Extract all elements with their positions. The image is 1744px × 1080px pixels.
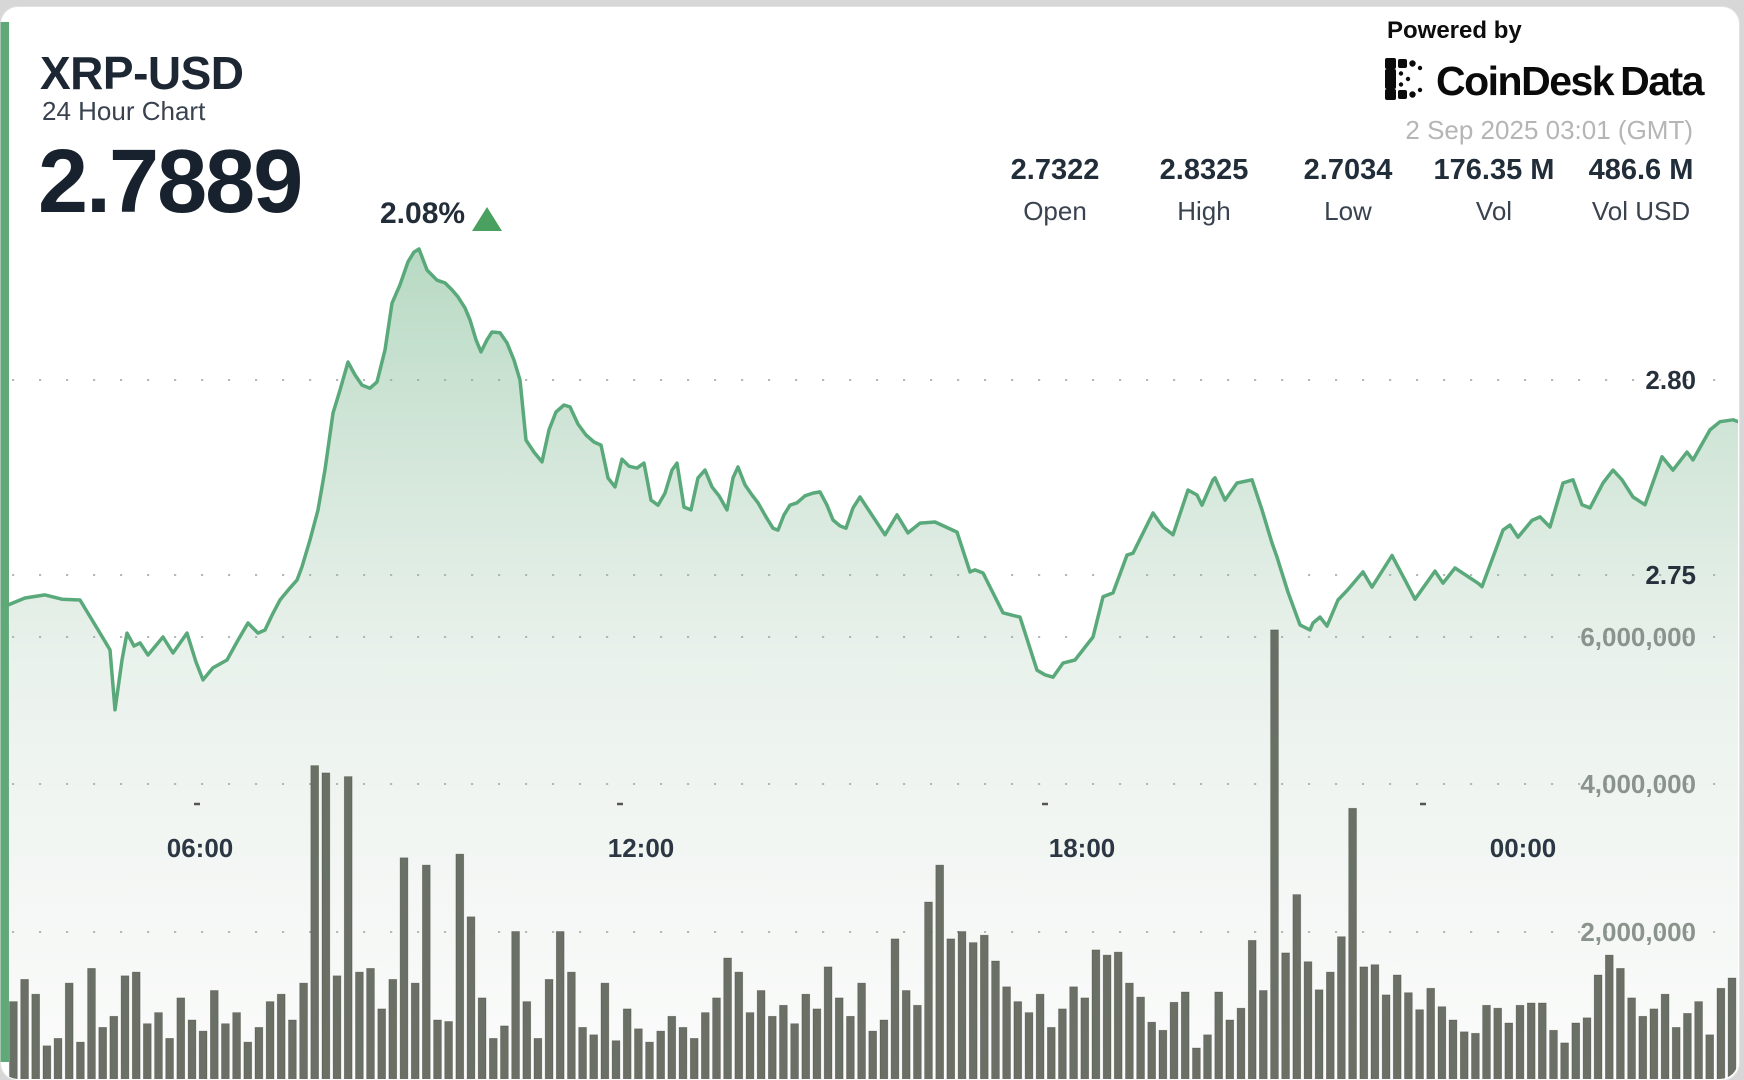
change-percent: 2.08%: [380, 197, 466, 230]
volume-axis-label: 4,000,000: [1580, 769, 1696, 799]
stat-label: High: [1177, 196, 1231, 226]
price-area: [8, 249, 1738, 1079]
stat-value: 486.6 M: [1588, 154, 1694, 186]
volume-bars: [9, 629, 1737, 1079]
stat-open: 2.7322 Open: [965, 154, 1145, 227]
coindesk-logo-text: CoinDesk: [1436, 58, 1615, 104]
timestamp: 2 Sep 2025 03:01 (GMT): [1405, 115, 1693, 145]
stat-low: 2.7034 Low: [1258, 154, 1438, 227]
stat-value: 2.8325: [1159, 154, 1249, 186]
symbol-title: XRP-USD: [40, 47, 244, 99]
time-axis-label: 06:00: [166, 833, 234, 863]
stat-label: Vol: [1475, 196, 1513, 226]
stat-label: Open: [1023, 196, 1087, 226]
stat-label: Low: [1324, 196, 1372, 226]
time-axis-label: 00:00: [1489, 833, 1557, 863]
up-triangle-icon: [472, 207, 502, 231]
stat-high: 2.8325 High: [1114, 154, 1294, 227]
powered-by-label: Powered by: [1387, 17, 1522, 44]
stat-value: 2.7034: [1303, 154, 1393, 186]
volume-axis-label: 6,000,000: [1580, 622, 1696, 652]
price-axis-label: 2.80: [1645, 365, 1696, 395]
time-axis-label: 18:00: [1048, 833, 1116, 863]
last-price: 2.7889: [38, 132, 303, 232]
volume-axis-label: 2,000,000: [1580, 917, 1696, 947]
accent-stripe: [0, 22, 9, 1062]
stat-value: 2.7322: [1010, 154, 1100, 186]
price-axis-label: 2.75: [1645, 560, 1696, 590]
chart-subtitle: 24 Hour Chart: [42, 96, 206, 126]
coindesk-logo-text-data: Data: [1620, 58, 1704, 104]
price-line: [6, 247, 1738, 712]
coindesk-logo[interactable]: CoinDesk Data: [1384, 57, 1704, 106]
stat-label: Vol USD: [1591, 196, 1691, 226]
coindesk-logo-icon: [1384, 57, 1428, 106]
stat-vol: 176.35 M Vol: [1404, 154, 1584, 227]
time-axis-label: 12:00: [607, 833, 675, 863]
stat-value: 176.35 M: [1433, 154, 1555, 186]
stat-vol-usd: 486.6 M Vol USD: [1551, 154, 1731, 227]
